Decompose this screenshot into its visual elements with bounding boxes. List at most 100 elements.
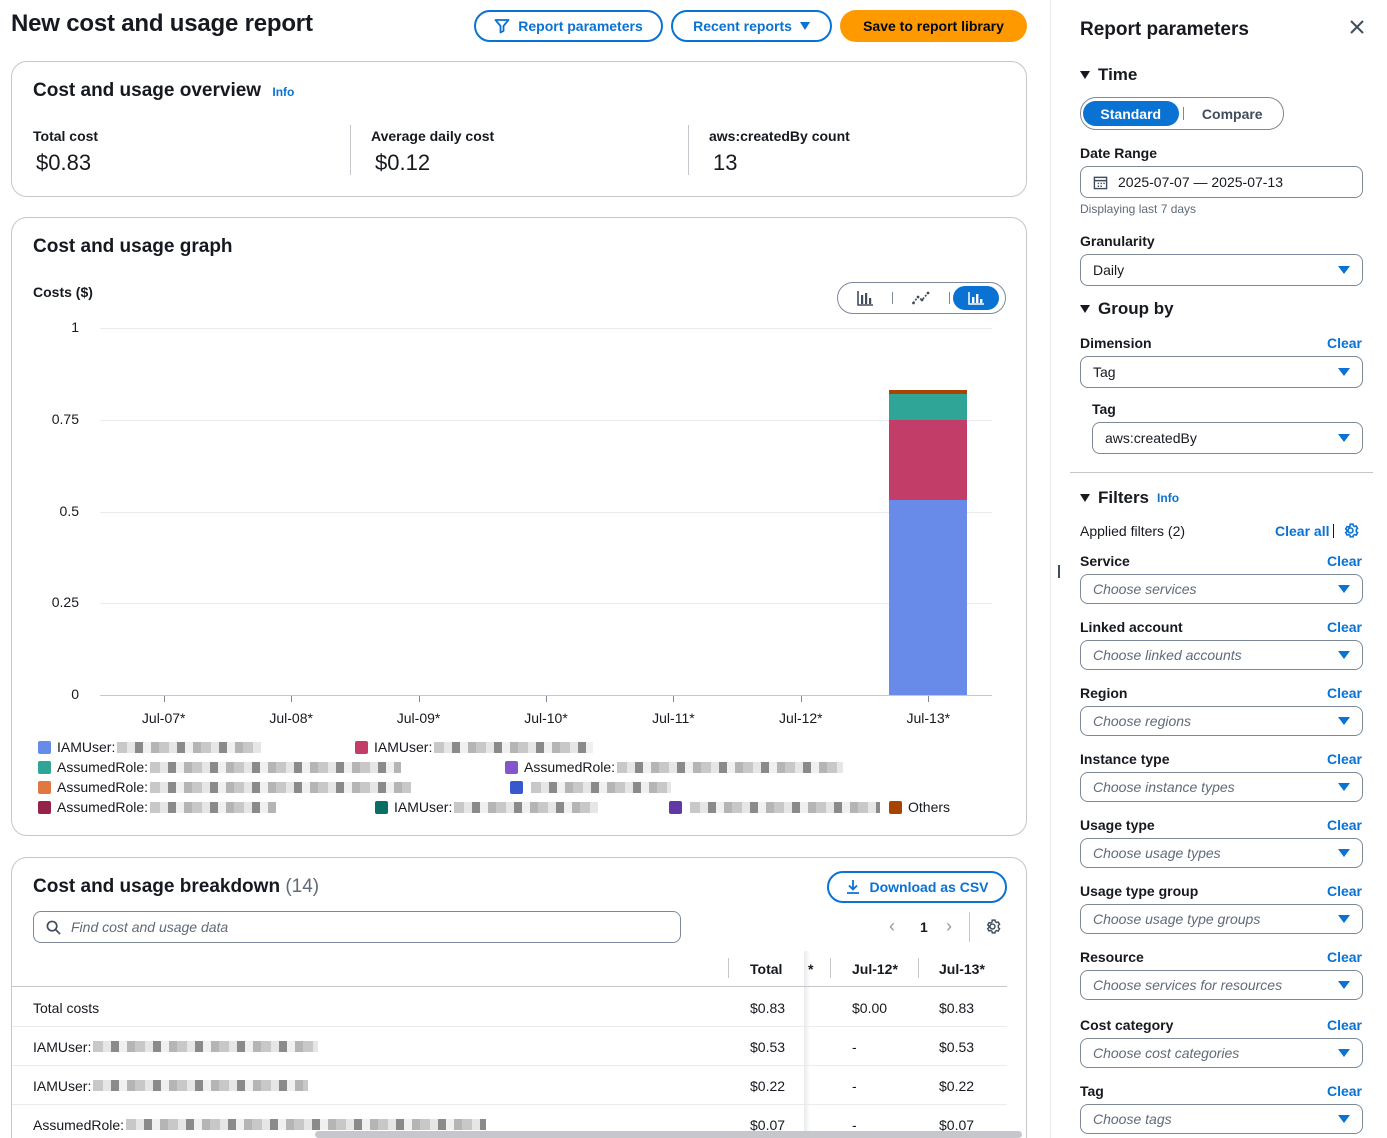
info-link[interactable]: Info — [272, 85, 295, 99]
panel-divider — [1050, 0, 1051, 1138]
redacted-text — [150, 761, 402, 773]
time-mode-toggle[interactable]: Standard Compare — [1080, 97, 1284, 130]
column-header-total[interactable]: Total — [750, 961, 783, 977]
search-input[interactable] — [69, 918, 629, 936]
filter-select-linked-account[interactable]: Choose linked accounts — [1080, 640, 1363, 670]
group-by-section-toggle[interactable]: Group by — [1080, 299, 1174, 319]
page-number[interactable]: 1 — [920, 919, 928, 935]
line-chart-button[interactable] — [893, 283, 949, 313]
x-tick — [546, 696, 547, 702]
legend-swatch — [375, 800, 388, 814]
filter-select-region[interactable]: Choose regions — [1080, 706, 1363, 736]
dropdown-caret-icon — [1338, 981, 1350, 989]
table-settings-button[interactable] — [984, 918, 1001, 940]
standard-option[interactable]: Standard — [1083, 101, 1179, 126]
row-divider — [12, 1065, 1007, 1066]
filters-section-toggle[interactable]: Filters Info — [1080, 488, 1179, 508]
bar-segment[interactable] — [889, 394, 968, 420]
filter-label-tag: Tag — [1080, 1083, 1104, 1099]
compare-option[interactable]: Compare — [1201, 105, 1263, 122]
redacted-text — [150, 801, 277, 813]
filter-clear-usage-type[interactable]: Clear — [1326, 817, 1362, 833]
filter-placeholder-linked-account: Choose linked accounts — [1093, 647, 1242, 663]
legend-item[interactable]: IAMUser: — [355, 738, 594, 756]
legend-item[interactable]: IAMUser: — [38, 738, 262, 756]
granularity-select[interactable]: Daily — [1080, 254, 1363, 286]
filter-clear-service[interactable]: Clear — [1326, 553, 1362, 569]
row-total: $0.22 — [750, 1078, 786, 1094]
dimension-select[interactable]: Tag — [1080, 356, 1363, 388]
legend-item[interactable]: Others — [889, 798, 950, 816]
legend-item[interactable]: AssumedRole: — [38, 758, 402, 776]
download-csv-button[interactable]: Download as CSV — [827, 871, 1007, 903]
legend-item[interactable]: AssumedRole: — [38, 778, 412, 796]
column-header-jul-13[interactable]: Jul-13* — [939, 961, 985, 977]
close-panel-button[interactable] — [1348, 18, 1366, 41]
filter-select-usage-type-group[interactable]: Choose usage type groups — [1080, 904, 1363, 934]
filter-select-instance-type[interactable]: Choose instance types — [1080, 772, 1363, 802]
filter-select-service[interactable]: Choose services — [1080, 574, 1363, 604]
dimension-clear-link[interactable]: Clear — [1326, 335, 1362, 351]
filter-clear-usage-type-group[interactable]: Clear — [1326, 883, 1362, 899]
filter-select-usage-type[interactable]: Choose usage types — [1080, 838, 1363, 868]
tag-key-select[interactable]: aws:createdBy — [1092, 422, 1363, 454]
legend-swatch — [505, 760, 518, 774]
next-page-icon[interactable]: › — [946, 916, 952, 936]
row-name: Total costs — [33, 1000, 100, 1016]
bar-segment[interactable] — [889, 500, 968, 695]
close-icon — [1350, 20, 1364, 34]
page-title: New cost and usage report — [11, 10, 313, 37]
column-divider — [830, 958, 831, 978]
recent-reports-button[interactable]: Recent reports — [671, 10, 832, 42]
y-axis-label: Costs ($) — [33, 284, 93, 300]
report-parameters-button[interactable]: Report parameters — [474, 10, 663, 42]
calendar-icon — [1093, 176, 1108, 189]
column-header-jul-12[interactable]: Jul-12* — [852, 961, 898, 977]
bar-chart-button[interactable] — [838, 283, 892, 313]
x-tick — [418, 696, 420, 702]
legend-item[interactable] — [510, 778, 671, 796]
column-header-truncated[interactable]: * — [808, 961, 814, 977]
legend-item[interactable] — [669, 798, 880, 816]
clear-all-link[interactable]: Clear all — [1275, 523, 1330, 539]
date-range-picker[interactable]: 2025-07-07 — 2025-07-13 — [1080, 166, 1363, 198]
row-jul-13: $0.83 — [939, 1000, 975, 1016]
filter-clear-linked-account[interactable]: Clear — [1326, 619, 1362, 635]
time-section-toggle[interactable]: Time — [1080, 65, 1137, 85]
legend-swatch — [669, 800, 682, 814]
legend-item[interactable]: AssumedRole: — [38, 798, 277, 816]
dropdown-caret-icon — [1338, 585, 1350, 593]
bar-segment[interactable] — [889, 390, 968, 395]
filter-select-cost-category[interactable]: Choose cost categories — [1080, 1038, 1363, 1068]
filter-settings-button[interactable] — [1342, 522, 1359, 544]
row-total: $0.53 — [750, 1039, 786, 1055]
bar-segment[interactable] — [889, 419, 968, 501]
download-csv-label: Download as CSV — [869, 879, 989, 895]
filter-clear-instance-type[interactable]: Clear — [1326, 751, 1362, 767]
search-field[interactable] — [33, 911, 681, 943]
filter-label-resource: Resource — [1080, 949, 1144, 965]
horizontal-scrollbar[interactable] — [315, 1131, 1022, 1138]
legend-item[interactable]: AssumedRole: — [505, 758, 844, 776]
filter-icon — [494, 19, 510, 34]
filters-info-link[interactable]: Info — [1157, 491, 1180, 505]
filter-select-tag[interactable]: Choose tags — [1080, 1104, 1363, 1134]
legend-item[interactable]: IAMUser: — [375, 798, 599, 816]
stacked-bar-chart-button[interactable] — [953, 286, 999, 310]
filter-clear-region[interactable]: Clear — [1326, 685, 1362, 701]
prev-page-icon[interactable]: ‹ — [889, 916, 895, 936]
filter-select-resource[interactable]: Choose services for resources — [1080, 970, 1363, 1000]
filter-label-service: Service — [1080, 553, 1130, 569]
granularity-value: Daily — [1093, 262, 1125, 278]
filter-label-usage-type: Usage type — [1080, 817, 1155, 833]
save-to-library-button[interactable]: Save to report library — [840, 10, 1027, 42]
bar-chart-icon — [857, 291, 873, 306]
filter-clear-resource[interactable]: Clear — [1326, 949, 1362, 965]
filter-clear-cost-category[interactable]: Clear — [1326, 1017, 1362, 1033]
kpi-total-cost-value: $0.83 — [36, 150, 92, 175]
filter-placeholder-instance-type: Choose instance types — [1093, 779, 1235, 795]
chart-type-toggle[interactable] — [837, 282, 1006, 314]
resize-handle[interactable] — [1058, 565, 1060, 578]
filter-clear-tag[interactable]: Clear — [1326, 1083, 1362, 1099]
search-icon — [46, 920, 61, 935]
